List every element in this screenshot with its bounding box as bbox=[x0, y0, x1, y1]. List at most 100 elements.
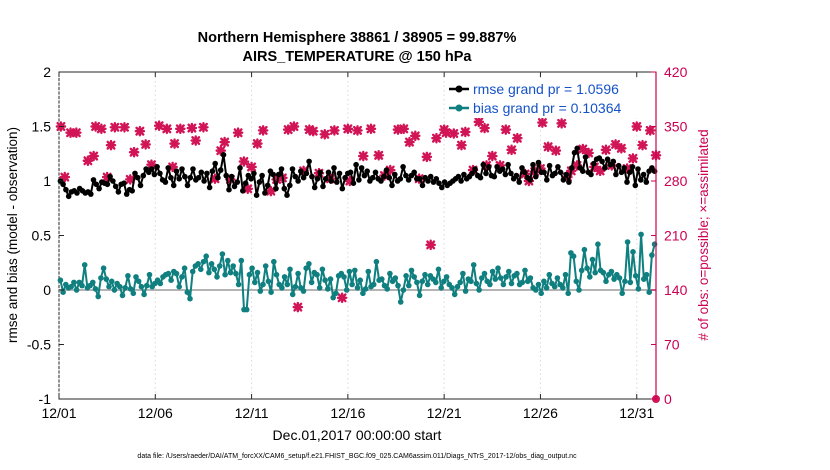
bias-point bbox=[98, 275, 104, 281]
rmse-point bbox=[339, 185, 346, 192]
legend-bias-marker bbox=[455, 104, 463, 112]
rmse-point bbox=[552, 170, 558, 177]
rmse-point bbox=[400, 164, 406, 170]
bias-point bbox=[649, 252, 655, 258]
rmse-point bbox=[179, 166, 185, 172]
x-tick-label: 12/31 bbox=[619, 405, 654, 421]
bias-point bbox=[608, 268, 615, 275]
bias-point bbox=[273, 271, 280, 278]
rmse-point bbox=[259, 172, 265, 179]
bias-point bbox=[408, 267, 415, 274]
bias-point bbox=[306, 261, 312, 267]
rmse-point bbox=[541, 169, 547, 176]
rmse-point bbox=[361, 172, 368, 179]
bias-point bbox=[295, 270, 301, 277]
rmse-point bbox=[486, 164, 492, 170]
axes: 12/01 12/06 12/11 12/16 12/21 12/26 12/31 -1 -0.… bbox=[27, 64, 688, 421]
bias-point bbox=[111, 287, 118, 293]
bias-point bbox=[506, 268, 512, 275]
bias-point bbox=[406, 282, 412, 289]
bias-point bbox=[138, 283, 145, 290]
bias-point bbox=[343, 287, 350, 293]
rmse-point bbox=[93, 181, 100, 188]
obs-assimilated-marker bbox=[594, 165, 606, 177]
bias-point bbox=[122, 285, 128, 291]
bias-point bbox=[133, 274, 139, 280]
rmse-point bbox=[624, 179, 630, 185]
rmse-point bbox=[325, 169, 332, 176]
bias-point bbox=[284, 281, 291, 288]
bias-point bbox=[330, 294, 337, 301]
bias-point bbox=[195, 261, 201, 267]
rmse-point bbox=[563, 171, 569, 178]
bias-series bbox=[57, 231, 658, 313]
rmse-point bbox=[148, 166, 155, 172]
bias-point bbox=[414, 279, 420, 286]
bias-point bbox=[624, 239, 631, 245]
bias-point bbox=[214, 274, 220, 280]
rmse-point bbox=[621, 165, 627, 171]
bias-point bbox=[419, 278, 426, 285]
rmse-point bbox=[591, 160, 597, 167]
rmse-point bbox=[173, 168, 180, 174]
bias-point bbox=[127, 286, 134, 292]
rmse-point bbox=[154, 164, 160, 170]
rmse-point bbox=[90, 177, 97, 183]
rmse-point bbox=[397, 176, 404, 182]
bias-point bbox=[535, 281, 542, 288]
x-axis-label: Dec.01,2017 00:00:00 start bbox=[273, 427, 442, 443]
obs-assimilated-marker bbox=[621, 163, 633, 174]
rmse-point bbox=[499, 166, 506, 172]
obs-assimilated-marker bbox=[542, 141, 554, 153]
rmse-point bbox=[557, 169, 564, 176]
bias-point bbox=[271, 258, 277, 265]
rmse-point bbox=[256, 179, 263, 185]
bias-point bbox=[179, 274, 185, 280]
rmse-point bbox=[626, 169, 633, 176]
rmse-point bbox=[270, 171, 277, 178]
bias-point bbox=[543, 285, 550, 291]
obs-assimilated-marker bbox=[571, 160, 583, 171]
bias-point bbox=[538, 290, 544, 297]
rmse-point bbox=[491, 173, 498, 180]
rmse-point bbox=[533, 173, 539, 180]
bias-point bbox=[603, 278, 609, 285]
bias-point bbox=[403, 273, 409, 279]
obs-assimilated-marker bbox=[271, 174, 282, 185]
rmse-point bbox=[629, 164, 636, 170]
rmse-point bbox=[309, 173, 315, 180]
obs-assimilated-marker bbox=[128, 146, 140, 158]
bias-point bbox=[573, 278, 580, 285]
legend-rmse-label: rmse grand pr = 1.0596 bbox=[473, 81, 619, 97]
rmse-point bbox=[88, 191, 94, 197]
rmse-point bbox=[151, 171, 158, 178]
bias-point bbox=[522, 267, 528, 274]
bias-point bbox=[146, 271, 153, 278]
obs-assimilated-marker bbox=[59, 171, 71, 183]
obs-assimilated-marker bbox=[637, 139, 648, 151]
bias-point bbox=[576, 287, 582, 293]
rmse-point bbox=[386, 174, 393, 181]
obs-assimilated-marker bbox=[456, 139, 467, 151]
rmse-point bbox=[132, 170, 138, 177]
obs-assimilated-marker bbox=[506, 144, 517, 156]
bias-point bbox=[289, 291, 296, 298]
bias-point bbox=[279, 285, 285, 291]
rmse-point bbox=[212, 160, 218, 167]
bias-point bbox=[365, 268, 372, 275]
bias-point bbox=[584, 265, 590, 272]
y-tick-label-left: -1 bbox=[39, 391, 52, 407]
rmse-point bbox=[135, 174, 141, 181]
obs-assimilated-marker bbox=[329, 125, 340, 136]
chart-title-line-1: Northern Hemisphere 38861 / 38905 = 99.8… bbox=[198, 30, 517, 46]
y-axis-label-right: # of obs: o=possible; ×=assimilated bbox=[696, 129, 711, 340]
obs-assimilated-marker bbox=[460, 126, 471, 138]
bias-point bbox=[449, 285, 455, 291]
obs-assimilated-marker bbox=[101, 171, 113, 183]
bias-point bbox=[562, 271, 569, 278]
rmse-point bbox=[369, 174, 376, 181]
rmse-point bbox=[480, 161, 487, 168]
bias-point bbox=[362, 286, 369, 292]
obs-assimilated-marker bbox=[409, 130, 421, 142]
